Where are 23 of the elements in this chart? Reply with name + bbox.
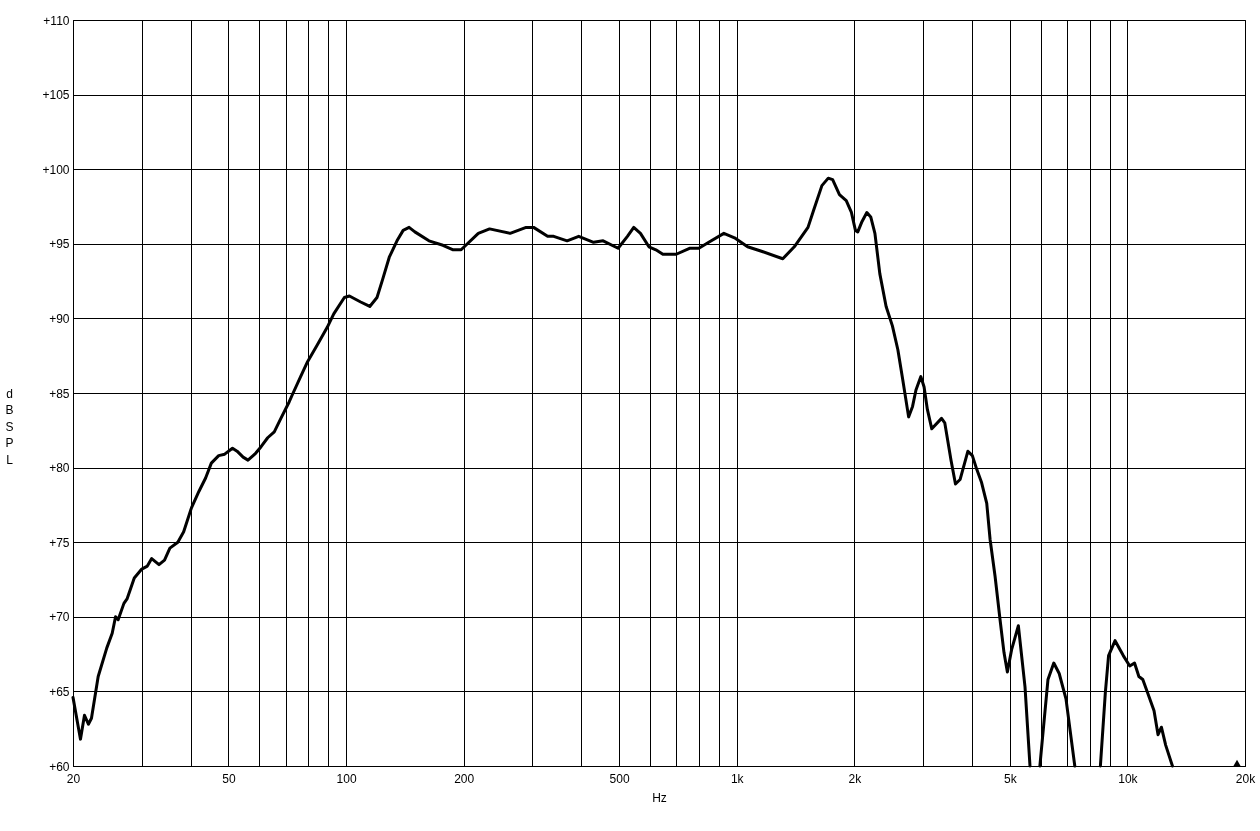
x-tick-label: 20 (66, 771, 81, 786)
y-axis-title: dB SPL (5, 386, 14, 467)
y-tick-label: +70 (49, 610, 70, 625)
x-tick-label: 10k (1118, 771, 1139, 786)
y-tick-label: +100 (42, 162, 70, 177)
y-tick-label: +75 (49, 535, 70, 550)
x-tick-label: 5k (1003, 771, 1018, 786)
x-tick-label: 1k (730, 771, 745, 786)
y-tick-label: +105 (42, 88, 70, 103)
y-tick-label: +60 (49, 759, 70, 774)
y-tick-label: +95 (49, 237, 70, 252)
y-tick-label: +85 (49, 386, 70, 401)
y-tick-label: +80 (49, 461, 70, 476)
x-tick-label: 50 (222, 771, 236, 786)
x-axis-title: Hz (652, 790, 667, 805)
y-tick-label: +65 (49, 684, 70, 699)
x-tick-label: 500 (609, 771, 630, 786)
x-tick-label: 200 (454, 771, 475, 786)
y-tick-label: +110 (43, 13, 70, 28)
x-tick-label: 100 (336, 771, 357, 786)
x-tick-label: 20k (1235, 771, 1257, 786)
y-tick-label: +90 (49, 311, 70, 326)
x-tick-label: 2k (848, 771, 863, 786)
